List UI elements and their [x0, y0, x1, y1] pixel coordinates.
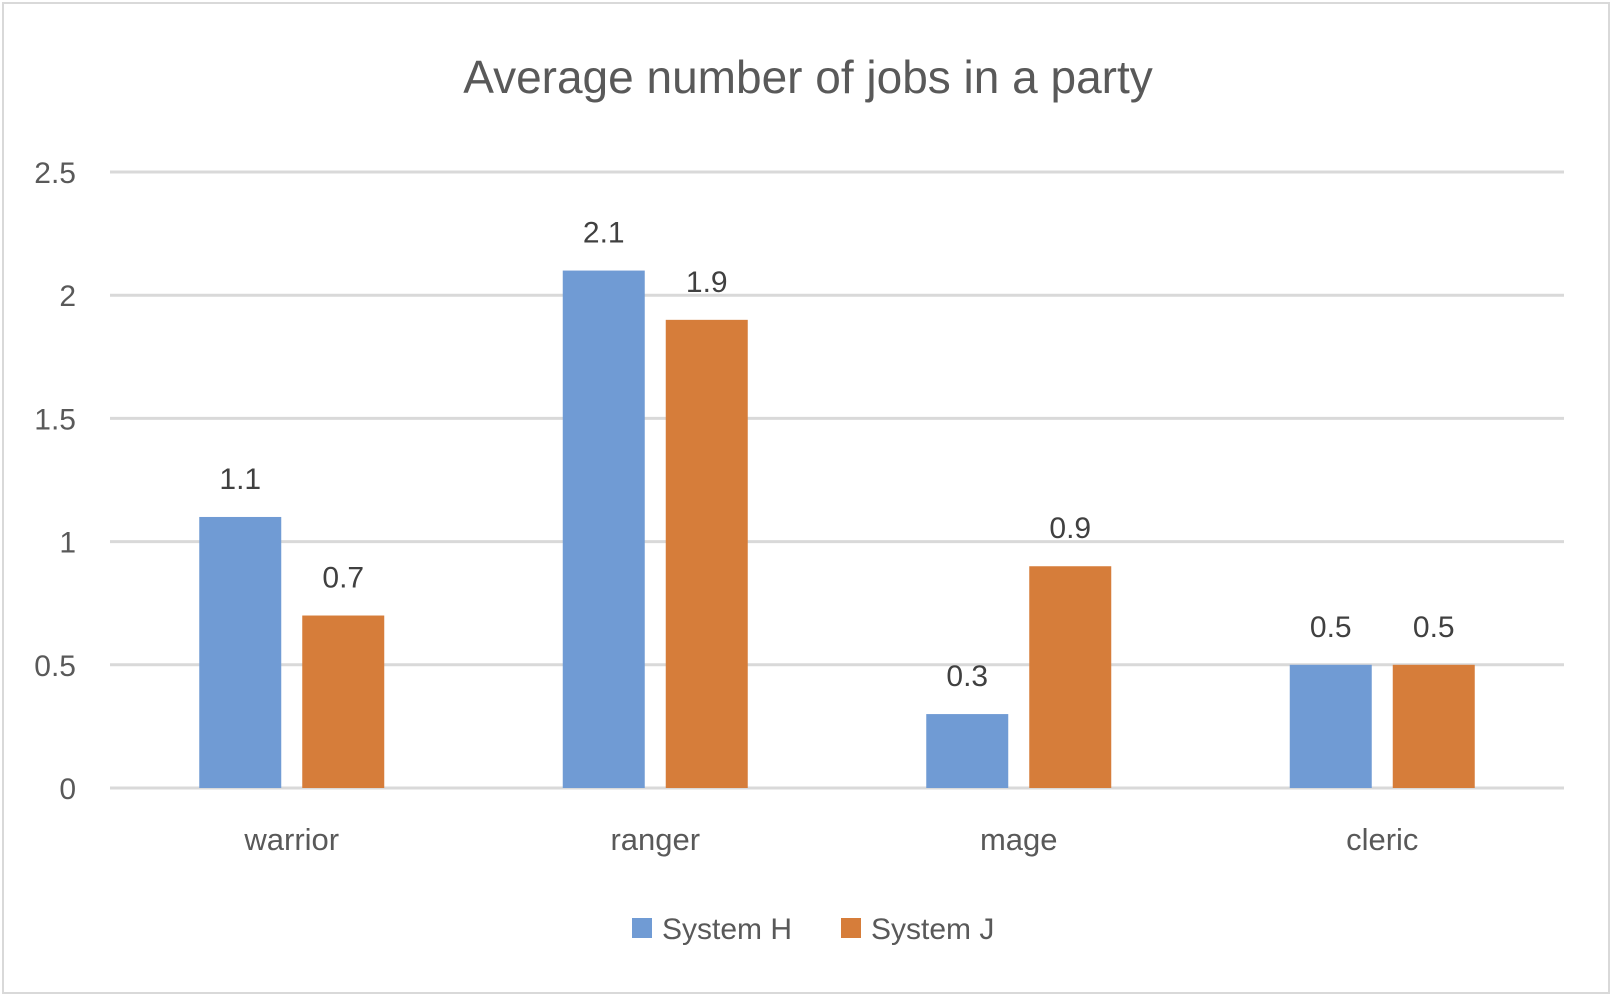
y-tick-label: 2.5: [34, 157, 76, 190]
data-label: 0.9: [1049, 512, 1091, 545]
data-label: 0.5: [1310, 611, 1352, 644]
bar-system-h-mage: [926, 714, 1009, 788]
y-tick-label: 0: [59, 773, 76, 806]
x-category-label: warrior: [243, 822, 339, 857]
data-label: 0.7: [322, 562, 364, 595]
x-axis-categories: warrior ranger mage cleric: [243, 822, 1418, 857]
legend-label: System H: [662, 913, 792, 946]
data-label: 1.1: [219, 463, 261, 496]
bar-system-j-cleric: [1392, 664, 1475, 788]
bar-system-h-cleric: [1289, 664, 1372, 788]
y-axis-ticks: 0 0.5 1 1.5 2 2.5: [34, 157, 76, 806]
bar-system-j-warrior: [302, 615, 385, 788]
data-label: 1.9: [686, 266, 728, 299]
data-label: 0.5: [1413, 611, 1455, 644]
data-labels: 1.1 0.7 2.1 1.9 0.3 0.9 0.5 0.5: [219, 217, 1454, 694]
y-tick-label: 1.5: [34, 403, 76, 436]
x-category-label: mage: [980, 822, 1058, 857]
bars: [199, 270, 1475, 788]
data-label: 2.1: [583, 217, 625, 250]
bar-system-h-warrior: [199, 516, 282, 788]
legend-label: System J: [871, 913, 994, 946]
bar-system-h-ranger: [562, 270, 645, 788]
bar-system-j-ranger: [665, 319, 748, 788]
x-category-label: cleric: [1346, 822, 1418, 857]
x-category-label: ranger: [610, 822, 700, 857]
data-label: 0.3: [946, 660, 988, 693]
legend: System H System J: [632, 913, 994, 946]
chart-title: Average number of jobs in a party: [463, 51, 1153, 103]
legend-swatch: [841, 918, 861, 938]
y-tick-label: 1: [59, 527, 76, 560]
y-tick-label: 2: [59, 280, 76, 313]
y-tick-label: 0.5: [34, 650, 76, 683]
legend-swatch: [632, 918, 652, 938]
bar-system-j-mage: [1029, 566, 1112, 788]
